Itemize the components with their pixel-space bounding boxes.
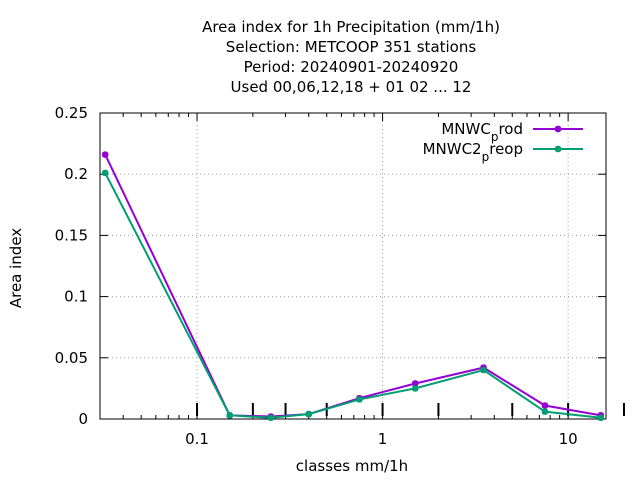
legend-label: MNWCprod (441, 120, 523, 144)
data-point (597, 414, 604, 421)
grid (100, 113, 606, 419)
data-point (305, 410, 312, 418)
y-tick-label: 0.1 (64, 288, 88, 306)
title-line: Used 00,06,12,18 + 01 02 ... 12 (231, 78, 472, 96)
plot-frame (99, 112, 607, 420)
series-line (104, 172, 601, 419)
data-point (102, 169, 109, 177)
title-line: Selection: METCOOP 351 stations (226, 38, 477, 56)
title-line: Period: 20240901-20240920 (244, 58, 459, 76)
data-point (480, 366, 487, 374)
chart-title: Area index for 1h Precipitation (mm/1h) S… (202, 18, 500, 96)
series-line (104, 154, 601, 418)
x-tick-label: 10 (559, 430, 578, 448)
legend-label: MNWC2preop (423, 140, 523, 164)
y-tick-label: 0.25 (55, 104, 88, 122)
series-2 (102, 169, 604, 421)
x-axis-label: classes mm/1h (296, 457, 408, 475)
data-point (554, 145, 562, 153)
data-point (554, 125, 562, 133)
y-axis-label: Area index (7, 228, 25, 308)
axis-ticks: 0 0.05 0.1 0.15 0.2 0.25 0.1 1 10 (55, 104, 606, 448)
data-point (102, 151, 109, 158)
data-point (541, 402, 549, 409)
title-line: Area index for 1h Precipitation (mm/1h) (202, 18, 500, 36)
data-point (412, 380, 419, 387)
y-tick-label: 0.2 (64, 165, 88, 183)
x-tick-label: 1 (378, 430, 388, 448)
data-series (102, 151, 604, 421)
y-tick-label: 0.15 (55, 226, 88, 244)
data-point (226, 412, 233, 419)
x-tick-label: 0.1 (185, 430, 209, 448)
series-1 (102, 151, 604, 420)
data-point (267, 414, 275, 421)
y-tick-label: 0 (78, 410, 88, 428)
data-point (356, 396, 363, 403)
data-point (412, 385, 419, 392)
data-point (541, 408, 549, 415)
y-tick-label: 0.05 (55, 349, 88, 367)
